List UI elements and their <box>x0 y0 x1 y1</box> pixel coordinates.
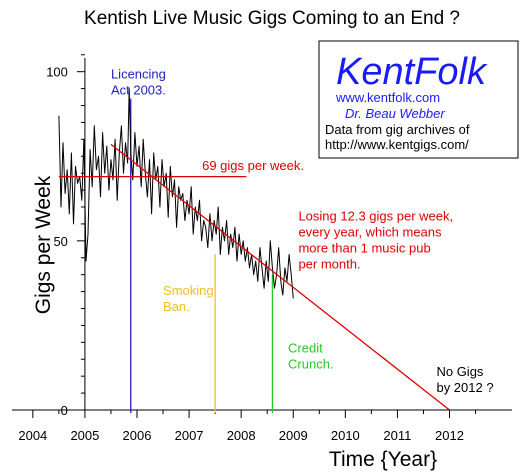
annotation-1: 69 gigs per week. <box>202 158 304 173</box>
x-tick-label: 2010 <box>331 428 360 443</box>
legend-url: www.kentfolk.com <box>335 90 440 105</box>
annotation-line: Crunch. <box>288 356 334 371</box>
y-tick-label: 0 <box>61 403 68 418</box>
y-tick-label: 100 <box>46 65 68 80</box>
annotation-2: Losing 12.3 gigs per week, every year, wh… <box>298 209 453 272</box>
annotation-line: more than 1 music pub <box>298 241 430 256</box>
x-tick-label: 2011 <box>383 428 411 443</box>
annotation-line: Losing 12.3 gigs per week, <box>298 209 453 224</box>
annotation-line: per month. <box>298 257 360 272</box>
axes <box>12 58 512 411</box>
annotation-line: No Gigs <box>436 364 483 379</box>
x-axis-label: Time {Year} <box>329 448 437 471</box>
annotations: Licencing Act 2003. 69 gigs per week. Losin… <box>111 66 494 395</box>
y-axis-label: Gigs per Week <box>32 175 55 314</box>
legend-author: Dr. Beau Webber <box>345 106 445 121</box>
legend-box: KentFolk www.kentfolk.com Dr. Beau Webbe… <box>318 40 519 159</box>
annotation-line: Act 2003. <box>111 82 166 97</box>
series-line-line <box>58 88 294 299</box>
x-tick-label: 2008 <box>227 428 256 443</box>
annotation-line: Ban. <box>163 299 190 314</box>
x-tick-label: 2004 <box>18 428 47 443</box>
y-ticks: 0 50 100 <box>46 54 85 418</box>
annotation-0: Licencing Act 2003. <box>111 66 166 97</box>
annotation-4: Credit Crunch. <box>288 340 334 371</box>
annotation-line: 69 gigs per week. <box>202 158 304 173</box>
x-tick-label: 2005 <box>70 428 99 443</box>
legend-frame <box>318 40 519 159</box>
x-tick-label: 2012 <box>435 428 464 443</box>
annotation-line: Credit <box>288 340 323 355</box>
legend-source-line-1: Data from gig archives of <box>325 122 470 137</box>
legend-title: KentFolk <box>336 51 488 93</box>
series-line-trend-line <box>110 143 450 411</box>
x-tick-label: 2009 <box>279 428 308 443</box>
annotation-5: No Gigs by 2012 ? <box>436 364 493 395</box>
series-group <box>58 88 450 411</box>
annotation-line: Smoking <box>163 283 214 298</box>
annotation-3: Smoking Ban. <box>163 283 214 314</box>
annotation-line: by 2012 ? <box>436 380 493 395</box>
y-tick-label: 50 <box>53 234 67 249</box>
x-tick-label: 2006 <box>123 428 152 443</box>
x-ticks: 2004 2005 2006 2007 2008 2009 2010 2011 2012 <box>18 410 477 443</box>
x-tick-label: 2007 <box>175 428 204 443</box>
legend-source-line-2: http://www.kentgigs.com/ <box>325 137 469 152</box>
annotation-line: Licencing <box>111 66 166 81</box>
annotation-line: every year, which means <box>298 225 442 240</box>
chart-title: Kentish Live Music Gigs Coming to an End… <box>84 8 460 29</box>
